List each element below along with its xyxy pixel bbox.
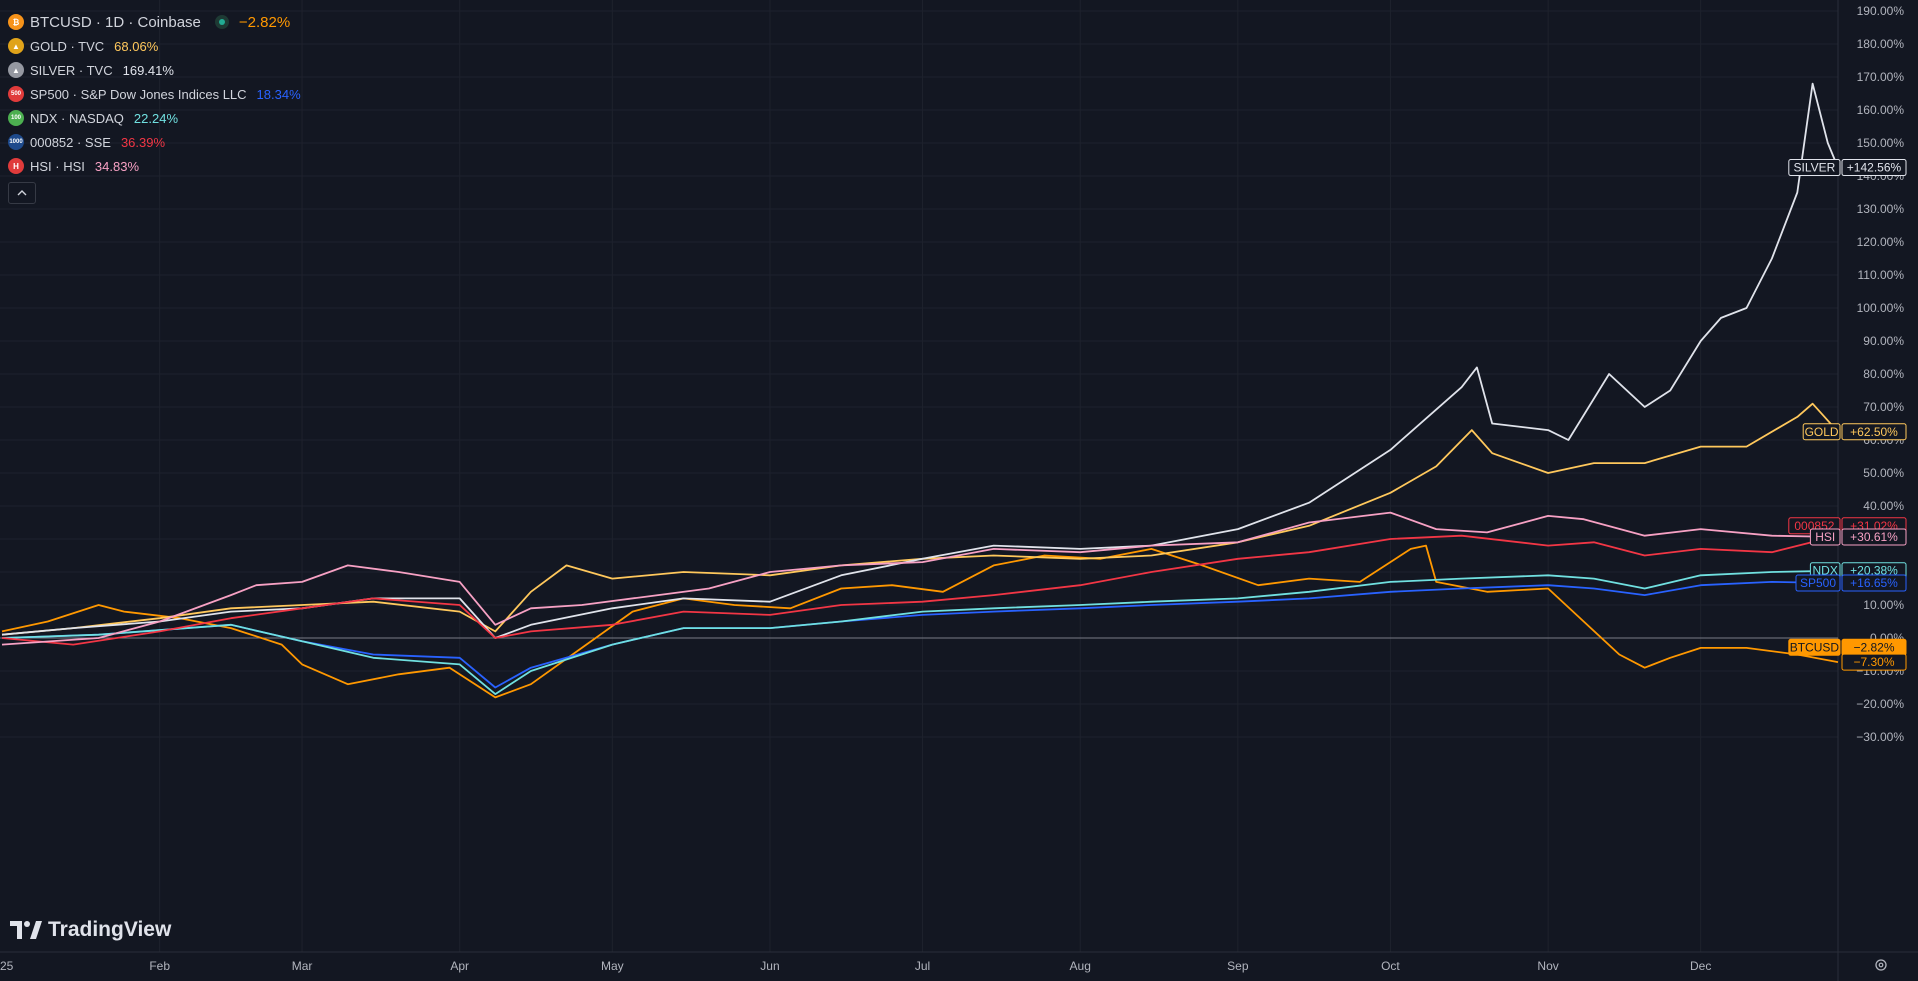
y-axis-tick-label: 110.00% [1858,268,1905,282]
x-axis-tick-label: Jul [915,959,930,973]
y-axis-tick-label: 170.00% [1857,70,1905,84]
price-tag-label-box [1802,423,1841,441]
series-line-gold[interactable] [1,402,1839,636]
price-tag-box [1841,653,1907,671]
csi1000-icon: 1000 [8,134,24,150]
x-axis-tick-label: May [601,959,624,973]
price-tag-label: BTCUSD [1790,640,1840,654]
gear-icon [1875,959,1887,971]
tradingview-logo-icon [10,921,42,939]
silver-bars-icon: ▲ [8,62,24,78]
y-axis-tick-label: 50.00% [1863,466,1904,480]
bitcoin-icon: ₿ [8,14,24,30]
legend-change-value: 22.24% [133,110,178,126]
price-tag-value: +16.65% [1850,576,1898,590]
legend-symbol-label: SILVER · TVC [30,62,113,78]
legend-change-value: −2.82% [238,13,291,31]
symbol-legend: ₿ BTCUSD · 1D · Coinbase −2.82% ▲ GOLD · TVC… [8,10,301,204]
legend-change-value: 18.34% [256,86,301,102]
series-line-btcusd[interactable] [1,544,1839,699]
y-axis-tick-label: 160.00% [1857,103,1905,117]
legend-row[interactable]: 1000 000852 · SSE 36.39% [8,130,301,154]
y-axis-tick-label: 190.00% [1857,4,1905,18]
y-axis-tick-label: −20.00% [1856,697,1904,711]
y-axis-tick-label: 40.00% [1863,499,1904,513]
y-axis-tick-label: −30.00% [1856,730,1904,744]
brand-name: TradingView [48,918,172,941]
series-line-sp500[interactable] [1,581,1839,689]
legend-collapse-button[interactable] [8,182,36,204]
price-tag-label: SILVER [1794,161,1836,175]
y-axis-tick-label: 70.00% [1863,400,1904,414]
price-tag-value: +62.50% [1850,425,1898,439]
chevron-up-icon [17,190,27,196]
x-axis-tick-label: Feb [149,959,170,973]
legend-change-value: 34.83% [94,158,139,174]
price-tag-label: NDX [1813,564,1838,578]
legend-symbol-label: SP500 · S&P Dow Jones Indices LLC [30,86,247,102]
price-tag-value: +20.38% [1850,564,1898,578]
price-tag-value: −7.30% [1853,655,1894,669]
price-tag-label: GOLD [1805,425,1839,439]
price-tag-label: SP500 [1800,576,1836,590]
x-axis-tick-label: Sep [1227,959,1249,973]
price-tag-label: HSI [1815,530,1835,544]
sp500-icon: 500 [8,86,24,102]
price-tag-value: −2.82% [1853,640,1894,654]
x-axis-tick-label: Aug [1070,959,1091,973]
hsi-icon: H [8,158,24,174]
chart-settings-button[interactable] [1870,954,1892,976]
price-tag-box [1841,528,1907,546]
legend-row[interactable]: 100 NDX · NASDAQ 22.24% [8,106,301,130]
x-axis-tick-label: 25 [0,959,14,973]
y-axis-tick-label: 100.00% [1857,301,1905,315]
y-axis-tick-label: 130.00% [1857,202,1905,216]
price-tag-box [1841,423,1907,441]
y-axis-tick-label: 180.00% [1857,37,1905,51]
ndx-icon: 100 [8,110,24,126]
legend-symbol-label: GOLD · TVC [30,38,105,54]
legend-row[interactable]: ₿ BTCUSD · 1D · Coinbase −2.82% [8,10,301,34]
y-axis-tick-label: 80.00% [1863,367,1904,381]
x-axis-tick-label: Nov [1537,959,1558,973]
x-axis-tick-label: Apr [450,959,469,973]
price-tag-label-box [1809,528,1841,546]
price-tag-label-box [1788,159,1841,177]
price-tag-label-box [1788,638,1841,656]
gold-bars-icon: ▲ [8,38,24,54]
legend-change-value: 36.39% [120,134,166,150]
x-axis-tick-label: Oct [1381,959,1400,973]
legend-change-value: 169.41% [122,62,174,78]
legend-symbol-label: 000852 · SSE [30,134,111,150]
y-axis-tick-label: 10.00% [1863,598,1904,612]
series-line-ndx[interactable] [1,569,1839,695]
y-axis-tick-label: 90.00% [1863,334,1904,348]
y-axis-tick-label: 150.00% [1857,136,1905,150]
x-axis-tick-label: Dec [1690,959,1711,973]
price-tag-value: +30.61% [1850,530,1898,544]
market-status-icon[interactable] [214,15,229,29]
x-axis-tick-label: Jun [760,959,779,973]
series-line-hsi[interactable] [1,511,1839,646]
legend-symbol-label: BTCUSD · 1D · Coinbase [30,13,201,31]
legend-row[interactable]: 500 SP500 · S&P Dow Jones Indices LLC 18.3… [8,82,301,106]
price-tag-box [1841,574,1907,592]
price-tag-box [1841,159,1907,177]
legend-row[interactable]: ▲ SILVER · TVC 169.41% [8,58,301,82]
legend-row[interactable]: H HSI · HSI 34.83% [8,154,301,178]
price-tag-label-box [1795,574,1841,592]
legend-change-value: 68.06% [114,38,159,54]
series-line-000852[interactable] [1,534,1839,646]
y-axis-tick-label: 120.00% [1857,235,1905,249]
legend-row[interactable]: ▲ GOLD · TVC 68.06% [8,34,301,58]
tradingview-logo[interactable]: TradingView [10,918,171,942]
x-axis-tick-label: Mar [292,959,313,973]
legend-symbol-label: HSI · HSI [30,158,85,174]
price-tag-value: +142.56% [1847,161,1902,175]
series-line-silver[interactable] [1,82,1839,639]
legend-symbol-label: NDX · NASDAQ [30,110,124,126]
